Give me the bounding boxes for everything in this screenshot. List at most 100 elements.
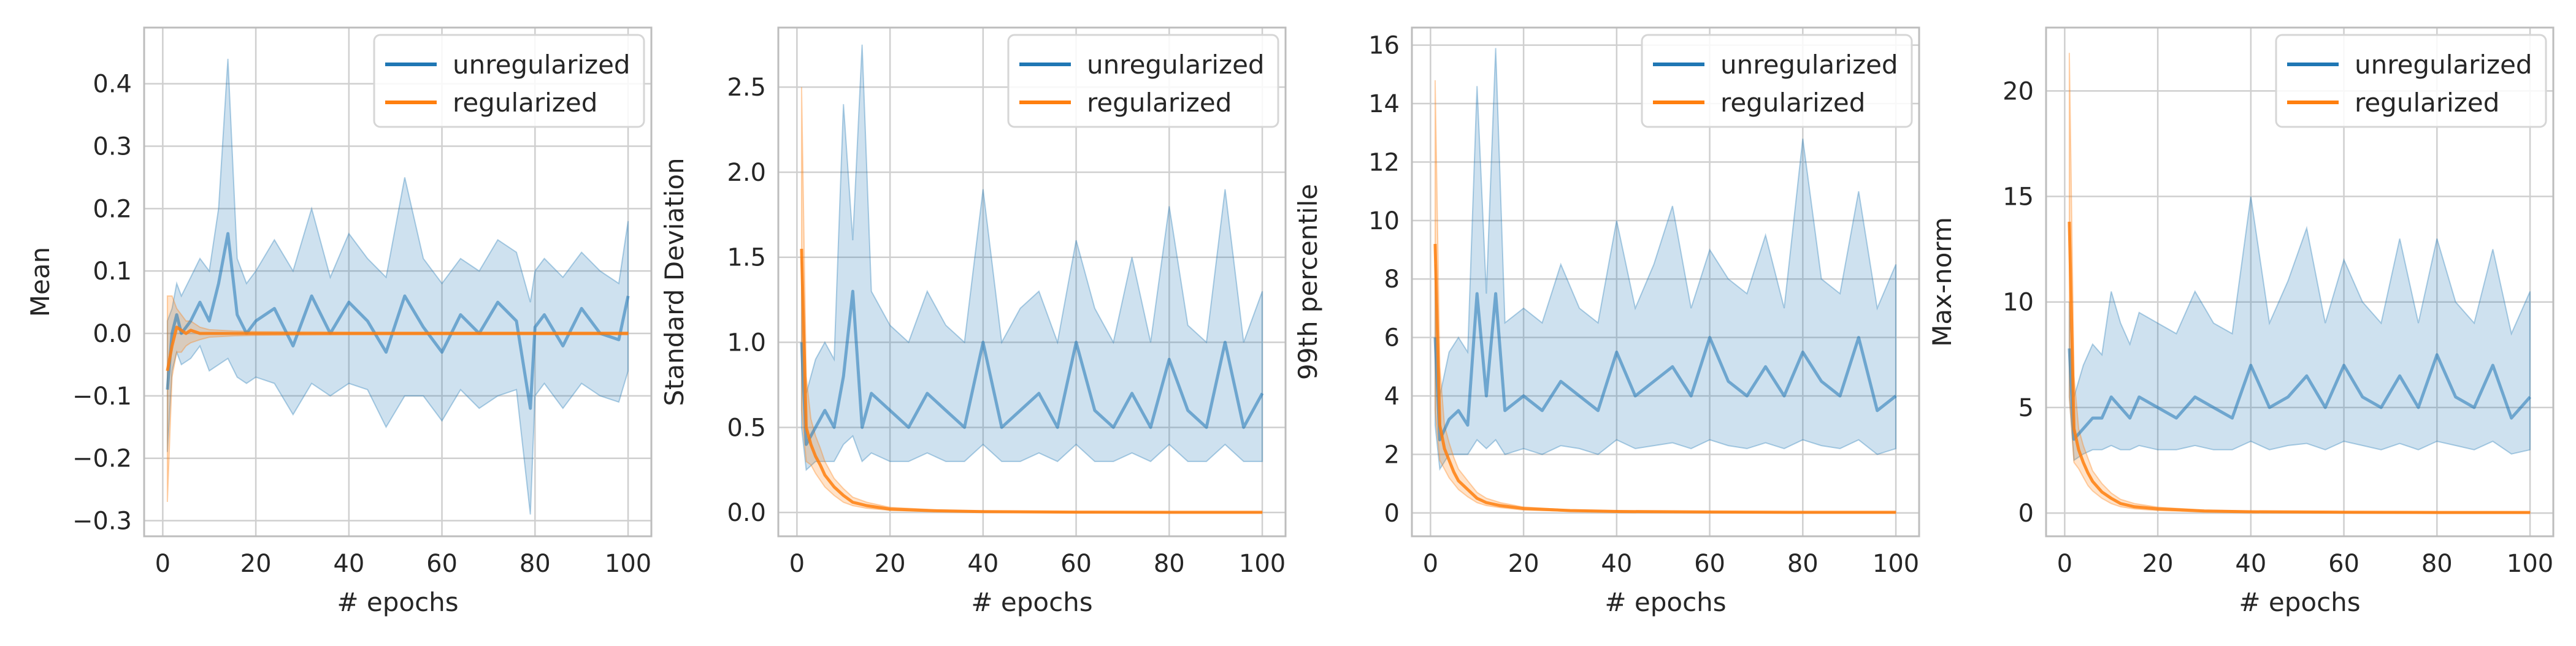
y-tick-label: 0 — [2018, 500, 2034, 528]
series-group — [2068, 53, 2531, 514]
legend-label-unregularized: unregularized — [453, 50, 631, 80]
line-unregularized — [800, 289, 1264, 446]
line-regularized — [2068, 221, 2531, 514]
legend-label-regularized: regularized — [2355, 88, 2499, 118]
y-tick-label: 0.4 — [93, 70, 132, 99]
panel-3: 0 20 40 60 80 100 0 2 4 6 8 10 12 14 16 # epochs 99th pe… — [1293, 26, 1920, 617]
x-tick-label: 60 — [1694, 550, 1725, 578]
x-axis-label: # epochs — [337, 587, 458, 617]
series-group — [1433, 48, 1897, 514]
x-axis-label: # epochs — [2239, 587, 2360, 617]
y-axis-label: Max-norm — [1927, 217, 1957, 347]
y-tick-label: −0.2 — [72, 445, 132, 473]
y-tick-label: 4 — [1384, 382, 1400, 411]
y-tick-label: 8 — [1384, 265, 1400, 294]
y-tick-label: 1.5 — [727, 244, 766, 272]
band-unregularized — [166, 58, 629, 515]
plot-frame — [1411, 26, 1920, 538]
y-tick-label: 0.2 — [93, 195, 132, 223]
x-tick-label: 100 — [1873, 550, 1919, 578]
legend-box — [1641, 34, 1913, 128]
x-tick-label: 60 — [1060, 550, 1092, 578]
legend: unregularized regularized — [373, 34, 645, 128]
y-tick-label: 12 — [1368, 148, 1400, 177]
line-unregularized — [166, 232, 630, 410]
panel-1: 0 20 40 60 80 100 −0.3 −0.2 −0.1 0.0 0.1 0.2 0.3 0.4 #… — [25, 26, 653, 617]
band-unregularized — [2068, 196, 2531, 462]
legend-label-regularized: regularized — [453, 88, 597, 118]
y-tick-label: 0.0 — [93, 320, 132, 348]
x-tick-label: 0 — [789, 550, 805, 578]
x-tick-label: 100 — [605, 550, 651, 578]
legend: unregularized regularized — [2275, 34, 2547, 128]
line-unregularized — [2068, 348, 2531, 441]
y-tick-label: 1.0 — [727, 329, 766, 357]
x-tick-label: 0 — [1423, 550, 1438, 578]
y-axis-label: Mean — [25, 247, 55, 317]
y-axis-label: 99th percentile — [1293, 184, 1323, 380]
panel-4: 0 20 40 60 80 100 0 5 10 15 20 # epochs Max-norm unre… — [1927, 26, 2555, 617]
x-axis-label: # epochs — [1604, 587, 1726, 617]
x-tick-label: 40 — [1601, 550, 1632, 578]
plot-frame — [2045, 26, 2555, 538]
x-tick-label: 80 — [1787, 550, 1819, 578]
legend: unregularized regularized — [1007, 34, 1279, 128]
x-tick-label: 80 — [1154, 550, 1185, 578]
y-tick-label: 15 — [2003, 183, 2034, 211]
x-tick-label: 0 — [155, 550, 171, 578]
y-tick-label: 0.0 — [727, 499, 766, 527]
x-tick-label: 60 — [2328, 550, 2359, 578]
legend: unregularized regularized — [1641, 34, 1913, 128]
y-tick-label: 6 — [1384, 324, 1400, 352]
y-tick-label: 10 — [2003, 289, 2034, 317]
x-tick-label: 60 — [426, 550, 458, 578]
y-tick-label: 10 — [1368, 207, 1400, 235]
x-tick-label: 100 — [1239, 550, 1286, 578]
x-tick-label: 0 — [2057, 550, 2072, 578]
band-unregularized — [1434, 48, 1897, 471]
y-tick-label: 2 — [1384, 441, 1400, 469]
x-tick-label: 80 — [519, 550, 551, 578]
y-tick-label: 20 — [2003, 77, 2034, 105]
y-tick-label: 0.5 — [727, 414, 766, 442]
y-tick-label: −0.1 — [72, 382, 132, 411]
y-tick-label: 2.5 — [727, 74, 766, 102]
y-tick-label: 5 — [2018, 394, 2034, 422]
y-tick-label: 2.0 — [727, 159, 766, 187]
x-axis-label: # epochs — [971, 587, 1092, 617]
x-tick-label: 40 — [2235, 550, 2266, 578]
legend-label-unregularized: unregularized — [2355, 50, 2532, 80]
legend-box — [373, 34, 645, 128]
x-tick-label: 40 — [333, 550, 364, 578]
x-tick-label: 20 — [2142, 550, 2174, 578]
legend-label-regularized: regularized — [1720, 88, 1865, 118]
band-unregularized — [800, 44, 1263, 471]
y-tick-label: 16 — [1368, 32, 1400, 60]
x-tick-label: 40 — [967, 550, 999, 578]
x-tick-label: 20 — [240, 550, 272, 578]
legend-label-regularized: regularized — [1087, 88, 1232, 118]
line-regularized — [1433, 243, 1896, 514]
plot-frame — [777, 26, 1287, 538]
line-regularized — [800, 248, 1263, 514]
legend-label-unregularized: unregularized — [1720, 50, 1898, 80]
x-tick-label: 20 — [1508, 550, 1539, 578]
y-tick-label: −0.3 — [72, 507, 132, 536]
y-tick-label: 14 — [1368, 90, 1400, 118]
legend-label-unregularized: unregularized — [1087, 50, 1265, 80]
plot-frame — [143, 26, 653, 538]
x-tick-label: 20 — [875, 550, 906, 578]
line-regularized — [166, 325, 629, 371]
y-tick-label: 0.1 — [93, 257, 132, 286]
y-tick-label: 0 — [1384, 500, 1400, 528]
y-tick-label: 0.3 — [93, 132, 132, 161]
legend-box — [1007, 34, 1279, 128]
series-group — [800, 44, 1264, 514]
panel-2: 0 20 40 60 80 100 0.0 0.5 1.0 1.5 2.0 2.5 # epochs St… — [659, 26, 1287, 617]
x-tick-label: 100 — [2507, 550, 2553, 578]
legend-box — [2275, 34, 2547, 128]
x-tick-label: 80 — [2421, 550, 2453, 578]
y-axis-label: Standard Deviation — [659, 158, 689, 406]
